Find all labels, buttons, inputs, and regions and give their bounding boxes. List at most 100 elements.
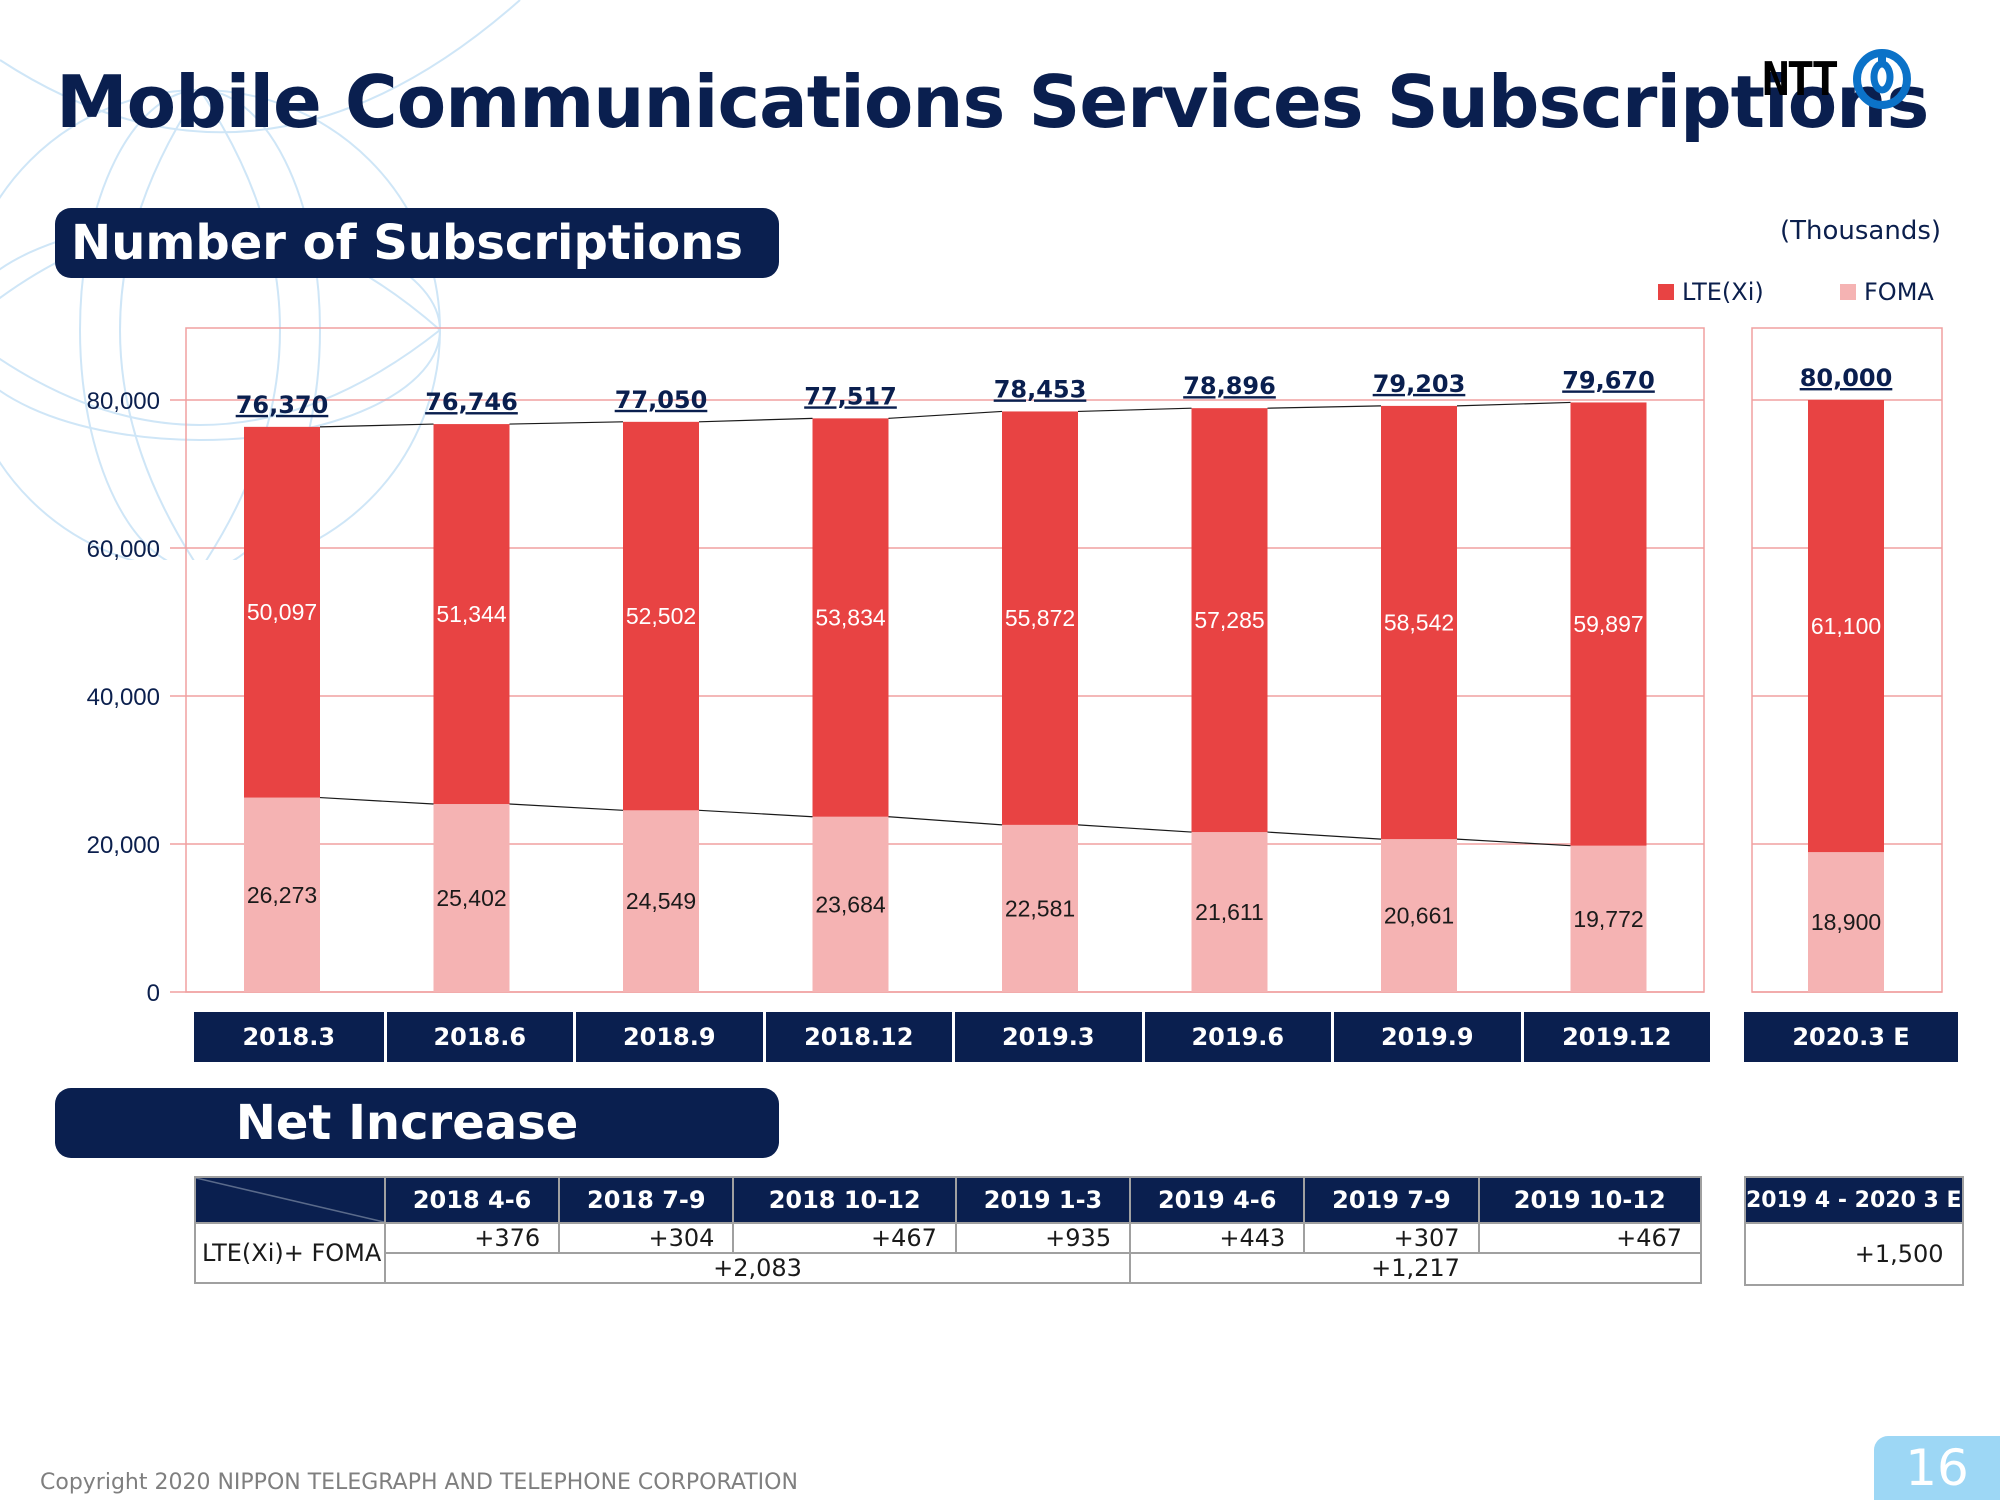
subtotal-value: +1,217 [1129, 1252, 1702, 1284]
y-tick-label: 20,000 [87, 832, 160, 859]
quarterly-value: +467 [732, 1222, 957, 1254]
bar-foma [623, 810, 699, 992]
quarterly-value: +307 [1303, 1222, 1480, 1254]
data-label-lte: 57,285 [1194, 607, 1264, 633]
subscriptions-section-banner: Number of Subscriptions [55, 208, 779, 278]
data-label-foma: 19,772 [1573, 906, 1643, 932]
category-label: 2019.6 [1141, 1012, 1331, 1062]
foma-connector-line [319, 796, 434, 805]
data-label-foma: 26,273 [247, 882, 317, 908]
bar-foma [433, 804, 510, 992]
bar-foma-forecast [1808, 852, 1884, 992]
page-number: 16 [1874, 1436, 2000, 1500]
total-connector-line [1267, 405, 1382, 409]
forecast-period-header: 2019 4 - 2020 3 E [1744, 1176, 1964, 1224]
bar-lte [1381, 405, 1457, 840]
category-label-forecast: 2020.3 E [1744, 1012, 1958, 1062]
foma-connector-line [1456, 838, 1571, 847]
legend-swatch-foma [1840, 284, 1856, 300]
data-label-lte: 51,344 [436, 601, 507, 627]
header-corner-cell [194, 1176, 386, 1224]
data-label-total: 79,203 [1373, 370, 1466, 398]
y-tick-label: 0 [147, 980, 160, 1007]
forecast-value-row: +1,500 [1744, 1222, 1964, 1286]
data-label-total-forecast: 80,000 [1800, 364, 1893, 392]
unit-label: (Thousands) [1780, 216, 1942, 246]
period-header: 2019 10-12 [1477, 1176, 1702, 1224]
period-header: 2018 4-6 [383, 1176, 561, 1224]
data-label-foma: 20,661 [1384, 903, 1454, 929]
bar-lte [1002, 411, 1078, 825]
quarterly-value: +935 [954, 1222, 1132, 1254]
y-tick-label: 60,000 [87, 536, 160, 563]
total-connector-line [1456, 401, 1571, 407]
data-label-total: 79,670 [1562, 366, 1655, 394]
net-increase-section-banner: Net Increase [55, 1088, 779, 1158]
subscriptions-chart: 0 20,000 40,000 60,000 80,000 26,273 50,097 76,… [87, 327, 1943, 1007]
data-label-lte: 59,897 [1573, 611, 1643, 637]
data-label-total: 77,517 [804, 382, 897, 410]
ntt-logo: NTT [1762, 48, 1912, 110]
total-connector-line [319, 423, 434, 428]
total-connector-line [698, 417, 813, 423]
bar-lte [812, 418, 889, 817]
period-header: 2019 1-3 [954, 1176, 1132, 1224]
category-label: 2018.9 [573, 1012, 763, 1062]
data-label-lte: 53,834 [815, 605, 886, 631]
category-axis-row: 2018.3 2018.6 2018.9 2018.12 2019.3 2019.6 201… [194, 1012, 1710, 1062]
data-label-foma: 25,402 [436, 885, 506, 911]
bar-foma [1191, 832, 1268, 992]
bar-foma [1570, 845, 1647, 992]
data-label-total: 77,050 [615, 386, 708, 414]
category-label: 2018.6 [383, 1012, 573, 1062]
bar-lte [244, 426, 320, 798]
y-tick-label: 40,000 [87, 684, 160, 711]
data-label-total: 76,370 [236, 391, 329, 419]
data-label-lte-forecast: 61,100 [1811, 613, 1881, 639]
legend-label-foma: FOMA [1864, 278, 1934, 306]
row-label: LTE(Xi)+ FOMA [194, 1222, 386, 1284]
copyright-text: Copyright 2020 NIPPON TELEGRAPH AND TELE… [40, 1470, 798, 1495]
foma-connector-line [1267, 831, 1382, 840]
bar-lte [433, 424, 510, 805]
category-label: 2018.3 [194, 1012, 384, 1062]
quarterly-value: +376 [383, 1222, 561, 1254]
net-increase-forecast-table: 2019 4 - 2020 3 E +1,500 [1744, 1176, 1964, 1286]
ntt-swirl-logo-icon [1853, 49, 1912, 109]
data-label-total: 78,453 [994, 375, 1087, 403]
legend-lte: LTE(Xi) [1658, 278, 1764, 306]
period-header: 2019 4-6 [1129, 1176, 1306, 1224]
category-label: 2019.9 [1331, 1012, 1521, 1062]
net-increase-table: 2018 4-6 2018 7-9 2018 10-12 2019 1-3 20… [194, 1176, 1702, 1284]
quarterly-value: +304 [558, 1222, 735, 1254]
subtotal-value: +2,083 [383, 1252, 1132, 1284]
plot-area-frame [185, 327, 1705, 993]
net-increase-header-row: 2018 4-6 2018 7-9 2018 10-12 2019 1-3 20… [194, 1176, 1702, 1224]
period-header: 2018 10-12 [732, 1176, 957, 1224]
total-connector-line [1077, 407, 1192, 413]
total-connector-line [509, 421, 624, 425]
data-label-lte: 50,097 [247, 599, 317, 625]
data-label-total: 78,896 [1183, 372, 1276, 400]
bar-foma [1381, 839, 1457, 992]
data-label-foma-forecast: 18,900 [1811, 909, 1881, 935]
bar-lte [623, 421, 699, 811]
data-label-foma: 24,549 [626, 888, 696, 914]
category-label: 2019.12 [1520, 1012, 1710, 1062]
bar-foma [1002, 824, 1078, 992]
total-connector-line [888, 410, 1003, 419]
bar-lte [1570, 402, 1647, 846]
data-label-lte: 52,502 [626, 603, 696, 629]
foma-connector-line [1077, 824, 1192, 833]
quarterly-value: +443 [1129, 1222, 1306, 1254]
period-header: 2019 7-9 [1303, 1176, 1480, 1224]
quarterly-values-row: LTE(Xi)+ FOMA +376 +304 +467 +935 +443 +… [194, 1222, 1702, 1284]
forecast-header-row: 2019 4 - 2020 3 E [1744, 1176, 1964, 1224]
data-label-foma: 23,684 [815, 891, 886, 917]
foma-connector-line [888, 816, 1003, 826]
foma-connector-line [698, 809, 813, 818]
data-label-foma: 22,581 [1005, 895, 1075, 921]
category-label: 2018.12 [762, 1012, 952, 1062]
category-label: 2019.3 [952, 1012, 1142, 1062]
legend-foma: FOMA [1840, 278, 1934, 306]
